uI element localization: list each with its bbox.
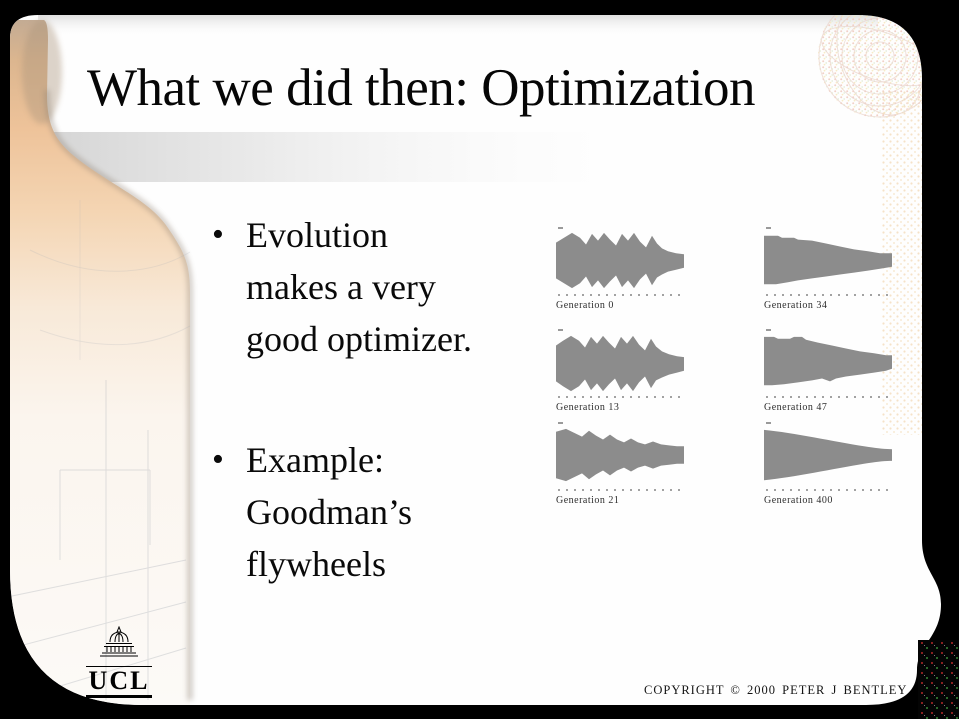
figure-generation-34: Generation 34 — [764, 227, 896, 311]
figure-corner-mark — [558, 329, 563, 331]
bullet-line: flywheels — [246, 544, 386, 584]
figure-axis-ticks — [766, 396, 892, 398]
figure-axis-ticks — [766, 489, 892, 491]
slide-title: What we did then: Optimization — [87, 59, 755, 117]
figure-generation-21: Generation 21 — [556, 422, 688, 506]
bullet-line: Example: — [246, 440, 384, 480]
figure-caption: Generation 0 — [556, 300, 614, 311]
figure-generation-0: Generation 0 — [556, 227, 688, 311]
logo-tick — [88, 702, 94, 705]
figure-corner-mark — [558, 227, 563, 229]
copyright-text: COPYRIGHT © 2000 PETER J BENTLEY — [644, 683, 908, 697]
figure-generation-13: Generation 13 — [556, 329, 688, 413]
bullet-line: Evolution — [246, 215, 388, 255]
figure-corner-mark — [766, 329, 771, 331]
figure-axis-ticks — [766, 294, 892, 296]
ucl-logo: UCL — [84, 625, 154, 705]
figure-corner-mark — [766, 422, 771, 424]
figure-corner-mark — [558, 422, 563, 424]
logo-rule — [86, 666, 152, 667]
ucl-logo-text: UCL — [88, 666, 150, 695]
bullet-icon: • — [212, 216, 224, 253]
bullet-item-example: • Example: Goodman’s flywheels — [212, 434, 412, 590]
ucl-dome-icon — [100, 625, 138, 657]
flywheel-cross-section — [556, 232, 684, 289]
flywheel-cross-section — [556, 428, 684, 482]
figure-generation-400: Generation 400 — [764, 422, 896, 506]
bullet-icon: • — [212, 441, 224, 478]
sheet-shape — [10, 15, 941, 705]
figure-caption: Generation 47 — [764, 402, 828, 413]
figure-caption: Generation 13 — [556, 402, 620, 413]
figure-axis-ticks — [558, 396, 684, 398]
figure-axis-ticks — [558, 489, 684, 491]
bullet-line: makes a very — [246, 267, 436, 307]
left-texture-swoosh — [10, 20, 190, 705]
speckle-texture — [918, 640, 959, 719]
flywheel-cross-section — [764, 336, 892, 386]
flywheel-cross-section — [764, 235, 892, 285]
flywheel-cross-section — [764, 429, 892, 481]
bullet-item-evolution: • Evolution makes a very good optimizer. — [212, 209, 472, 365]
figure-caption: Generation 21 — [556, 495, 620, 506]
figure-axis-ticks — [558, 294, 684, 296]
bullet-line: Goodman’s — [246, 492, 412, 532]
bullet-line: good optimizer. — [246, 319, 472, 359]
logo-rule — [86, 695, 152, 699]
figure-corner-mark — [766, 227, 771, 229]
figure-caption: Generation 34 — [764, 300, 828, 311]
figure-generation-47: Generation 47 — [764, 329, 896, 413]
figure-caption: Generation 400 — [764, 495, 833, 506]
flywheel-cross-section — [556, 335, 684, 392]
